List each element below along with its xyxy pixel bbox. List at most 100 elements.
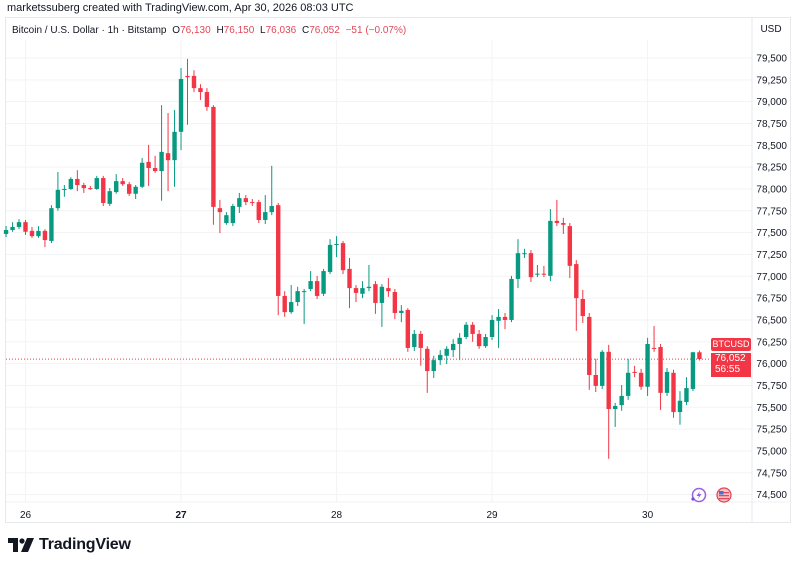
candle[interactable] (645, 337, 650, 396)
candle[interactable] (139, 157, 145, 189)
candle[interactable] (541, 265, 547, 278)
symbol-legend[interactable]: Bitcoin / U.S. Dollar · 1h · Bitstamp O7… (12, 25, 409, 36)
candle[interactable] (62, 185, 67, 197)
candle[interactable] (632, 365, 637, 378)
candle[interactable] (301, 288, 307, 324)
candle[interactable] (392, 288, 398, 320)
candle[interactable] (295, 286, 300, 306)
candle[interactable] (671, 369, 676, 418)
candle[interactable] (593, 358, 598, 392)
candle[interactable] (625, 358, 631, 400)
candle[interactable] (515, 239, 521, 289)
candle[interactable] (483, 333, 488, 348)
candle[interactable] (444, 346, 449, 365)
candle[interactable] (68, 177, 74, 190)
candle[interactable] (36, 226, 41, 238)
candle[interactable] (522, 248, 527, 258)
candle[interactable] (600, 350, 605, 389)
candle[interactable] (353, 285, 359, 303)
candle[interactable] (340, 240, 346, 275)
candle[interactable] (185, 58, 190, 125)
candle[interactable] (612, 402, 618, 427)
candle[interactable] (314, 275, 320, 300)
candle[interactable] (237, 192, 242, 213)
candle[interactable] (580, 289, 585, 324)
candle[interactable] (172, 109, 177, 187)
candle[interactable] (42, 229, 48, 248)
candle[interactable] (204, 88, 210, 111)
candle[interactable] (159, 105, 164, 201)
candle[interactable] (282, 291, 287, 317)
candle[interactable] (489, 315, 495, 341)
candle[interactable] (120, 178, 125, 186)
candle[interactable] (502, 312, 508, 330)
candle[interactable] (88, 185, 93, 190)
candle[interactable] (126, 181, 132, 196)
candle[interactable] (101, 175, 106, 207)
candle[interactable] (535, 264, 540, 278)
lightning-icon[interactable] (691, 487, 707, 503)
candle[interactable] (412, 330, 417, 351)
candle[interactable] (107, 188, 112, 207)
candle[interactable] (146, 144, 151, 186)
candle[interactable] (75, 170, 80, 192)
currency-button[interactable]: USD (754, 20, 788, 40)
candle[interactable] (528, 250, 534, 282)
candle[interactable] (561, 217, 566, 234)
candle[interactable] (334, 236, 339, 258)
candle[interactable] (347, 257, 352, 309)
candle[interactable] (677, 391, 683, 425)
candle[interactable] (638, 368, 644, 390)
candle[interactable] (431, 355, 436, 379)
candle[interactable] (29, 226, 35, 238)
candle[interactable] (308, 271, 313, 292)
candle[interactable] (243, 195, 249, 206)
candle[interactable] (211, 105, 216, 225)
candle[interactable] (10, 222, 15, 232)
candle[interactable] (191, 70, 197, 93)
candle[interactable] (651, 326, 657, 352)
candle[interactable] (263, 195, 268, 224)
candle[interactable] (178, 68, 184, 151)
candle[interactable] (690, 351, 696, 392)
candle[interactable] (574, 260, 579, 331)
candle[interactable] (619, 385, 624, 411)
candle[interactable] (49, 205, 54, 244)
candle[interactable] (438, 350, 443, 365)
candle[interactable] (133, 185, 138, 200)
candle[interactable] (256, 199, 261, 224)
candle[interactable] (606, 344, 611, 459)
candle[interactable] (470, 322, 475, 342)
candle[interactable] (114, 174, 119, 194)
candle[interactable] (269, 165, 274, 216)
candle[interactable] (587, 312, 592, 390)
candle[interactable] (386, 278, 391, 297)
candle[interactable] (224, 212, 229, 225)
candle[interactable] (165, 113, 171, 192)
candle[interactable] (366, 264, 372, 292)
candle[interactable] (250, 199, 255, 207)
candle[interactable] (3, 226, 9, 238)
candle[interactable] (94, 175, 99, 190)
candle[interactable] (405, 308, 411, 352)
candle[interactable] (288, 285, 294, 314)
candle[interactable] (450, 339, 456, 358)
candle[interactable] (684, 377, 689, 406)
tradingview-logo[interactable]: TradingView (8, 536, 131, 554)
candle[interactable] (509, 275, 514, 323)
candle[interactable] (463, 322, 469, 340)
candle[interactable] (23, 219, 28, 235)
candle[interactable] (425, 346, 430, 393)
candle[interactable] (664, 367, 670, 396)
candle[interactable] (658, 343, 663, 410)
candle[interactable] (198, 84, 203, 100)
candle[interactable] (476, 330, 482, 349)
candle[interactable] (373, 281, 378, 314)
candle[interactable] (81, 182, 87, 193)
candle[interactable] (697, 350, 702, 361)
candle[interactable] (16, 219, 22, 230)
price-axis[interactable]: 79,500 79,250 79,000 78,750 78,500 78,250 78,0… (756, 54, 787, 502)
candle[interactable] (418, 330, 423, 366)
candle[interactable] (379, 284, 385, 327)
